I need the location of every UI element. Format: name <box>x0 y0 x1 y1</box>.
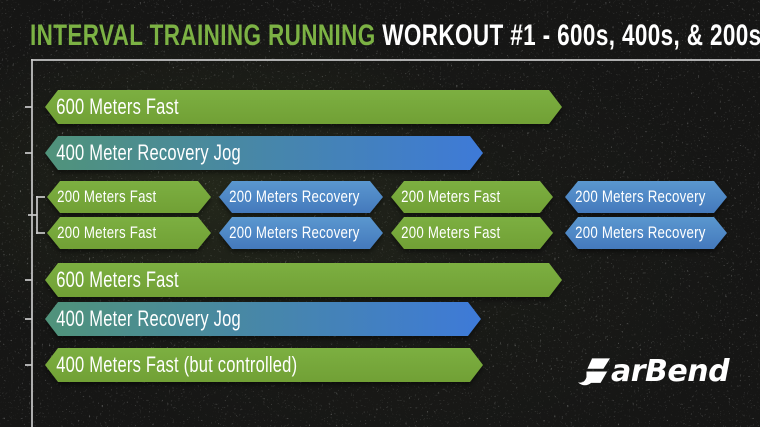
title-highlight: INTERVAL TRAINING RUNNING <box>30 19 376 52</box>
barbend-logo: arBend <box>578 354 730 389</box>
page-title: INTERVAL TRAINING RUNNING WORKOUT #1 - 6… <box>30 19 760 52</box>
banner-200-meters-recovery: 200 Meters Recovery <box>219 181 383 213</box>
barbend-logo-text: arBend <box>611 354 730 389</box>
title-rest: WORKOUT #1 - 600s, 400s, & 200s <box>382 19 760 52</box>
banner-200-meters-fast: 200 Meters Fast <box>47 181 211 213</box>
row-tick <box>25 152 32 154</box>
banner-200-meters-fast: 200 Meters Fast <box>47 217 211 249</box>
banner-label: 200 Meters Recovery <box>229 223 360 242</box>
banner-label: 400 Meters Fast (but controlled) <box>56 352 298 377</box>
banner-600-meters-fast: 600 Meters Fast <box>45 90 562 124</box>
repeat-bracket-spine <box>36 196 38 234</box>
banner-label: 600 Meters Fast <box>56 94 179 119</box>
banner-label: 200 Meters Recovery <box>229 187 360 206</box>
row-tick <box>25 106 32 108</box>
repeat-bracket-connector <box>28 214 37 216</box>
banner-200-meters-recovery: 200 Meters Recovery <box>565 181 727 213</box>
barbend-logo-b-icon <box>578 358 610 386</box>
banner-label: 400 Meter Recovery Jog <box>56 306 241 331</box>
banner-200-meters-fast: 200 Meters Fast <box>391 181 553 213</box>
banner-400-meter-recovery-jog: 400 Meter Recovery Jog <box>45 136 483 170</box>
banner-label: 200 Meters Recovery <box>575 223 706 242</box>
banner-label: 200 Meters Fast <box>57 223 157 242</box>
row-tick <box>25 318 32 320</box>
banner-200-meters-recovery: 200 Meters Recovery <box>565 217 727 249</box>
banner-label: 200 Meters Fast <box>401 223 501 242</box>
banner-label: 400 Meter Recovery Jog <box>56 140 241 165</box>
repeat-bracket-arm-bottom <box>36 232 45 234</box>
banner-200-meters-fast: 200 Meters Fast <box>391 217 553 249</box>
banner-200-meters-recovery: 200 Meters Recovery <box>219 217 383 249</box>
banner-600-meters-fast: 600 Meters Fast <box>45 263 562 297</box>
frame-line-horizontal <box>31 59 760 61</box>
repeat-bracket-arm-top <box>36 196 45 198</box>
banner-label: 600 Meters Fast <box>56 267 179 292</box>
banner-400-meter-recovery-jog: 400 Meter Recovery Jog <box>45 302 481 336</box>
banner-label: 200 Meters Fast <box>401 187 501 206</box>
row-tick <box>25 364 32 366</box>
row-tick <box>25 279 32 281</box>
banner-label: 200 Meters Recovery <box>575 187 706 206</box>
banner-label: 200 Meters Fast <box>57 187 157 206</box>
banner-400-meters-fast-controlled: 400 Meters Fast (but controlled) <box>45 348 483 382</box>
frame-line-vertical <box>31 59 33 427</box>
